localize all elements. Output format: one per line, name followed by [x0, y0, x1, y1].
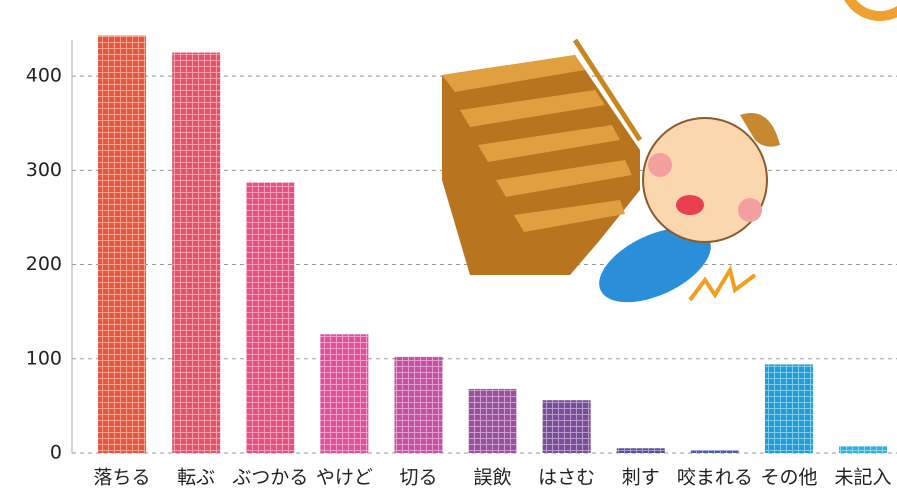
x-tick-label: 落ちる — [94, 467, 151, 489]
corner-decoration — [844, 0, 897, 21]
x-tick-label: その他 — [760, 467, 817, 489]
bar-texture — [320, 334, 369, 453]
x-tick-label: 未記入 — [835, 467, 892, 489]
x-tick-label: 転ぶ — [177, 467, 215, 489]
bar-texture — [172, 52, 221, 454]
x-tick-label: 誤飲 — [474, 467, 512, 489]
x-tick-label: はさむ — [538, 467, 595, 489]
bar-texture — [98, 35, 147, 454]
x-tick-label: やけど — [316, 467, 373, 489]
y-tick-label: 400 — [26, 65, 62, 87]
bar-texture — [394, 356, 443, 453]
x-tick-label: 刺す — [622, 467, 660, 489]
y-tick-label: 0 — [50, 442, 62, 464]
bar-texture — [690, 450, 739, 453]
illustration — [442, 38, 780, 303]
bar-texture — [468, 388, 517, 453]
bar-texture — [839, 446, 888, 453]
x-tick-label: 切る — [399, 467, 437, 489]
y-tick-label: 200 — [26, 253, 62, 275]
bar-texture — [246, 182, 295, 454]
bar-texture — [616, 448, 665, 453]
x-tick-label: ぶつかる — [232, 467, 308, 489]
y-tick-label: 300 — [26, 159, 62, 181]
x-tick-label: 咬まれる — [677, 467, 753, 489]
bar-texture — [764, 364, 813, 453]
y-tick-label: 100 — [26, 347, 62, 369]
bar-texture — [542, 400, 591, 453]
